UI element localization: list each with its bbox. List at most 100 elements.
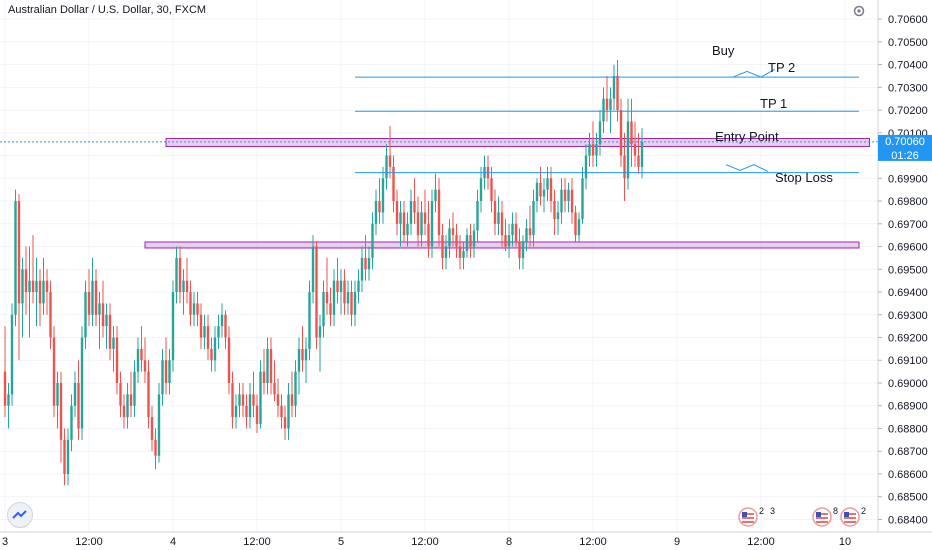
candle-body [182,280,185,293]
countdown-label: 01:26 [891,150,919,162]
time-tick-label: 12:00 [411,536,439,548]
price-tick-label: 0.70300 [888,82,928,94]
price-tick-label: 0.69100 [888,355,928,367]
candle-body [528,228,532,236]
candle-body [318,326,322,338]
candle-body [269,348,273,383]
candle-body [605,98,609,111]
event-badge[interactable]: 2 [840,506,866,527]
candle-body [423,212,427,224]
candle-body [101,303,105,327]
candle-body [350,292,353,315]
entry-zone[interactable] [165,138,870,147]
candle-body [549,178,553,202]
candle-body [493,201,497,224]
candle-body [52,337,56,406]
candle-body [518,241,521,258]
event-count: 2 [759,506,764,516]
candle-body [444,246,448,258]
candle-body [66,439,70,474]
candle-body [595,144,598,156]
candle-body [245,405,248,418]
candle-body [469,235,472,247]
candle-body [507,235,511,247]
horizontal-lines[interactable] [355,76,859,174]
candle-body [462,251,465,258]
candle-body [59,382,63,440]
price-tick-label: 0.68500 [888,492,928,504]
label-tp1[interactable]: TP 1 [760,96,787,111]
candle-body [273,382,276,395]
price-axis[interactable]: 0.706000.705000.704000.703000.702000.701… [877,0,932,550]
candle-body [504,235,507,247]
candle-body [339,280,343,293]
candle-body [203,326,206,338]
candle-body [161,360,164,395]
gear-icon[interactable] [852,4,866,18]
price-tick-label: 0.69600 [888,242,928,254]
label-entry[interactable]: Entry Point [715,129,779,144]
candle-body [87,292,91,315]
candle-body [154,439,157,456]
candle-body [136,348,140,372]
candle-body [266,348,269,383]
candle-body [210,348,213,361]
candle-body [227,337,231,383]
candle-body [31,280,35,293]
time-tick-label: 12:00 [579,536,607,548]
time-tick-label: 10 [839,536,851,548]
candle-body [280,405,283,418]
candle-body [276,394,280,406]
candle-body [616,75,619,111]
candle-body [14,201,17,315]
candle-body [80,337,84,429]
candle-body [91,280,94,315]
stop-projection[interactable] [725,164,769,172]
projections[interactable] [725,68,776,172]
candle-body [539,182,542,197]
candle-body [630,121,633,145]
buy-projection[interactable] [732,68,776,78]
candle-body [570,189,574,213]
candle-body [626,121,630,179]
candle-body [112,337,115,349]
time-axis[interactable]: 3 12:00 4 12:00 5 12:00 8 12:00 9 12:00 10 [0,531,932,548]
candle-body [192,303,196,315]
time-tick-label: 5 [338,536,344,548]
candle-body [213,337,217,361]
price-tick-label: 0.69900 [888,173,928,185]
time-tick-label: 8 [506,536,512,548]
tradingview-logo-icon[interactable] [7,502,33,528]
candle-body [448,228,451,247]
candle-body [514,223,518,242]
candle-body [535,182,539,202]
label-buy[interactable]: Buy [712,43,735,58]
candle-body [472,230,476,247]
price-tick-label: 0.68900 [888,401,928,413]
candle-body [381,178,385,213]
candle-body [70,405,73,440]
candle-body [115,337,119,383]
price-tick-label: 0.68600 [888,469,928,481]
candle-body [640,141,644,167]
candle-body [157,394,161,456]
candle-body [511,223,514,236]
candle-body [238,394,241,406]
candle-body [220,314,224,327]
candle-body [290,394,294,406]
label-stop[interactable]: Stop Loss [775,170,833,185]
price-tick-label: 0.69700 [888,219,928,231]
label-tp2[interactable]: TP 2 [768,60,795,75]
candle-body [224,314,227,338]
price-tick-label: 0.69400 [888,287,928,299]
candle-body [591,144,595,156]
candle-body [343,280,346,304]
event-badge[interactable]: 8 [812,506,838,527]
candle-body [143,360,147,372]
last-price-label: 0.70060 [885,136,925,148]
event-count: 2 [861,506,866,516]
candle-body [301,348,304,361]
